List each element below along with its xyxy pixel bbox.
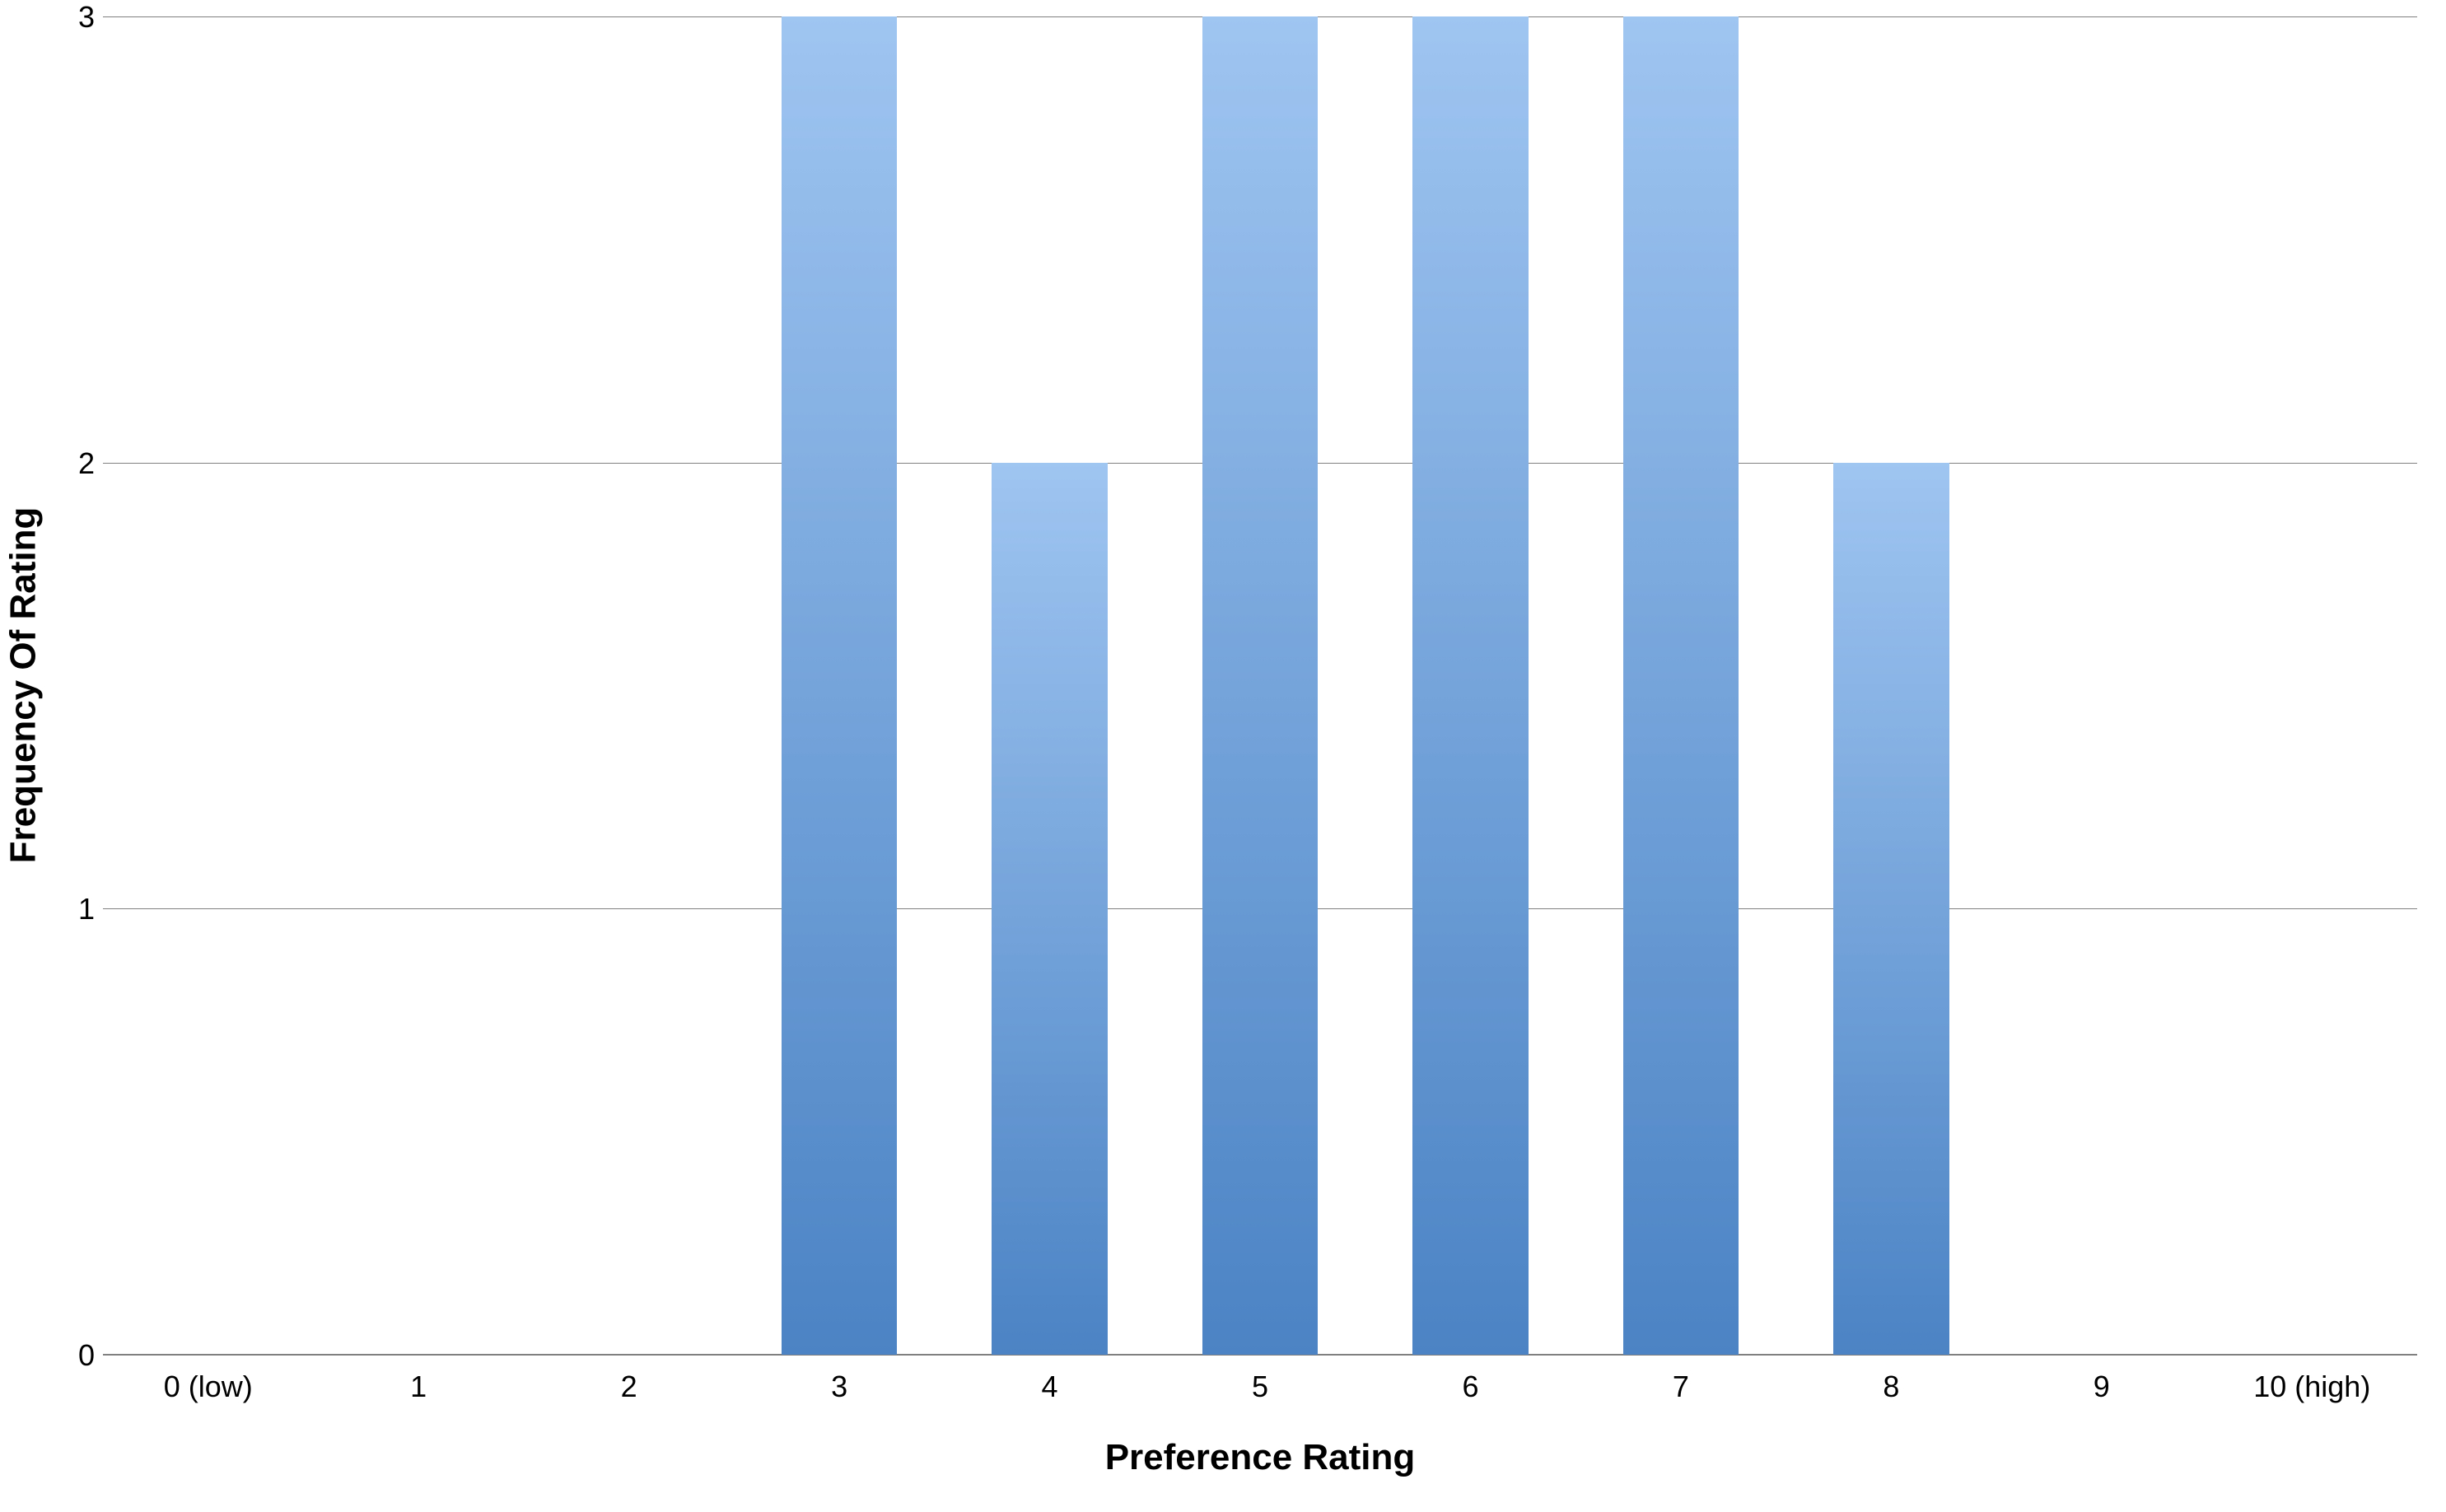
y-tick-label: 3 [45, 0, 95, 35]
x-tick-label: 3 [732, 1370, 946, 1404]
x-tick-label: 1 [311, 1370, 525, 1404]
bar [1202, 16, 1319, 1355]
bar [782, 16, 898, 1355]
x-tick-label: 8 [1784, 1370, 1998, 1404]
x-tick-label: 7 [1574, 1370, 1788, 1404]
x-tick-label: 0 (low) [101, 1370, 315, 1404]
x-tick-label: 10 (high) [2205, 1370, 2419, 1404]
bar [992, 463, 1108, 1355]
x-tick-label: 4 [943, 1370, 1157, 1404]
plot-area [103, 16, 2417, 1355]
x-tick-label: 6 [1363, 1370, 1577, 1404]
bar [1833, 463, 1949, 1355]
y-tick-label: 1 [45, 892, 95, 926]
x-tick-label: 2 [522, 1370, 736, 1404]
x-axis-title: Preference Rating [103, 1437, 2417, 1478]
y-tick-label: 0 [45, 1338, 95, 1373]
y-axis-title: Frequency Of Rating [2, 16, 44, 1354]
bar [1412, 16, 1529, 1355]
x-tick-label: 9 [1995, 1370, 2209, 1404]
bar [1623, 16, 1739, 1355]
y-tick-label: 2 [45, 446, 95, 481]
bar-chart: Frequency Of Rating Preference Rating 0 1… [0, 0, 2446, 1512]
x-tick-label: 5 [1153, 1370, 1367, 1404]
